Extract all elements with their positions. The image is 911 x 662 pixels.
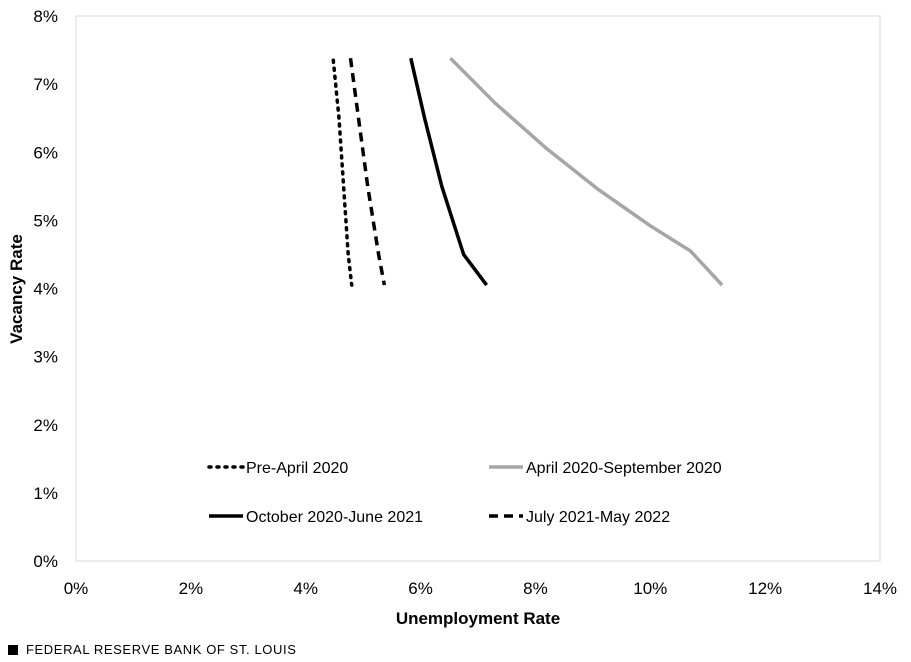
x-tick-label: 12% [748,579,782,598]
y-tick-label: 4% [33,280,58,299]
x-tick-label: 2% [179,579,204,598]
y-tick-label: 3% [33,348,58,367]
x-tick-label: 0% [64,579,89,598]
legend-label-1: Pre-April 2020 [246,460,348,477]
series-line-2 [449,56,724,287]
x-axis-ticks: 0% 2% 4% 6% 8% 10% 12% 14% [64,579,897,598]
y-axis-title: Vacancy Rate [7,234,26,344]
series-line-3 [409,57,489,287]
legend: Pre-April 2020 April 2020-September 2020 O… [207,460,722,526]
y-axis-ticks: 0% 1% 2% 3% 4% 5% 6% 7% 8% [33,7,58,571]
series-line-1 [331,58,354,287]
source-note: FEDERAL RESERVE BANK OF ST. LOUIS [8,642,296,657]
x-tick-label: 10% [633,579,667,598]
y-tick-label: 7% [33,75,58,94]
x-tick-label: 4% [293,579,318,598]
source-square-icon [8,644,18,655]
y-tick-label: 6% [33,143,58,162]
legend-label-4: July 2021-May 2022 [526,509,670,526]
legend-label-3: October 2020-June 2021 [246,509,423,526]
x-axis-title: Unemployment Rate [396,609,560,628]
y-tick-label: 5% [33,211,58,230]
y-tick-label: 1% [33,484,58,503]
source-label: FEDERAL RESERVE BANK OF ST. LOUIS [26,642,297,657]
y-tick-label: 0% [33,552,58,571]
series-layer [331,56,724,287]
x-tick-label: 6% [408,579,433,598]
y-tick-label: 2% [33,416,58,435]
plot-area-border [75,15,881,562]
x-tick-label: 8% [523,579,548,598]
x-tick-label: 14% [863,579,897,598]
y-tick-label: 8% [33,7,58,26]
legend-label-2: April 2020-September 2020 [526,460,722,477]
